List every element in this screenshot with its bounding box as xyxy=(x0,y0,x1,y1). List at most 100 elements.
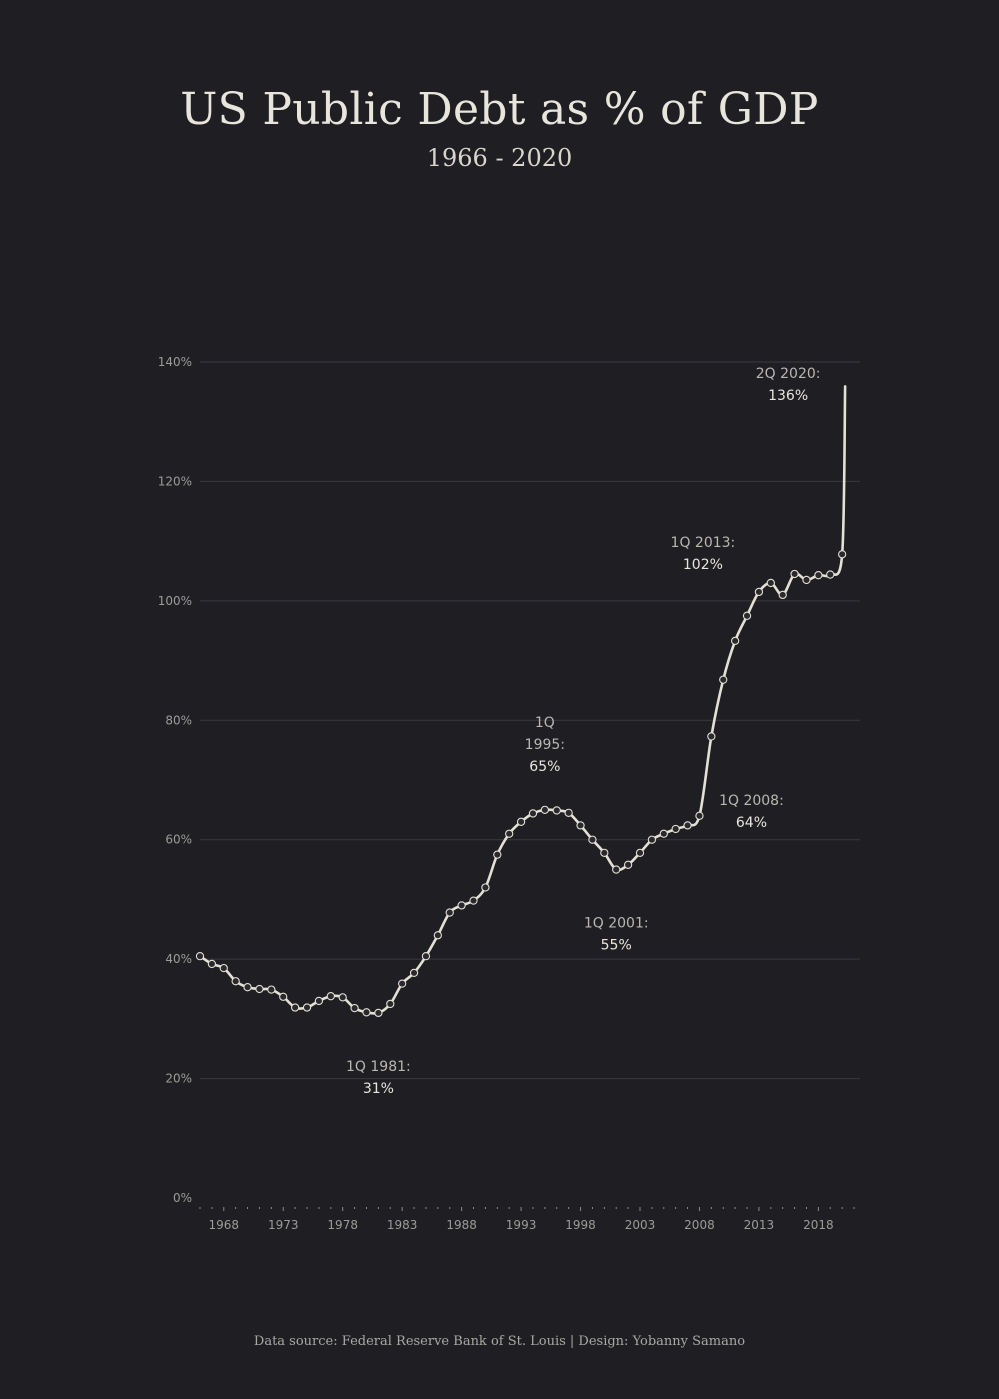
data-point xyxy=(505,829,514,838)
data-point xyxy=(838,550,847,559)
data-point xyxy=(802,575,811,585)
data-point xyxy=(635,848,645,858)
annotation-value: 65% xyxy=(529,759,560,775)
annotation-value: 31% xyxy=(363,1081,394,1097)
annotation-value: 136% xyxy=(768,388,808,404)
annotation-label: 1Q 2001: xyxy=(584,916,649,932)
series-line-group xyxy=(198,385,847,1015)
data-point xyxy=(719,675,728,684)
data-point xyxy=(338,993,347,1002)
data-point xyxy=(267,985,276,994)
annotation-value: 64% xyxy=(736,815,767,831)
data-point xyxy=(409,968,419,978)
x-tick-label: 1988 xyxy=(446,1218,477,1232)
x-tick-label: 2018 xyxy=(803,1218,834,1232)
annotation: 1Q 1995: 65% xyxy=(525,715,565,775)
data-point xyxy=(647,835,657,844)
data-point xyxy=(362,1008,371,1017)
series-line xyxy=(198,385,847,1015)
data-point xyxy=(457,901,466,910)
data-point xyxy=(612,865,621,874)
data-point xyxy=(469,896,478,905)
data-point xyxy=(421,952,431,961)
data-point xyxy=(195,952,205,961)
data-point xyxy=(528,809,538,818)
data-point xyxy=(695,811,704,820)
chart-subtitle: 1966 - 2020 xyxy=(426,144,573,172)
y-tick-label: 60% xyxy=(165,833,192,847)
data-point xyxy=(588,835,597,844)
data-point xyxy=(445,908,454,917)
annotation: 1Q 2001: 55% xyxy=(584,916,649,954)
x-tick-label: 1983 xyxy=(387,1218,418,1232)
data-point xyxy=(207,959,217,969)
y-tick-label: 40% xyxy=(165,952,192,966)
annotation-label: 1Q xyxy=(535,715,555,731)
x-tick-label: 1973 xyxy=(268,1218,299,1232)
data-point xyxy=(219,963,228,973)
data-point xyxy=(243,983,252,992)
data-point xyxy=(552,806,561,815)
data-point xyxy=(279,992,288,1001)
data-point xyxy=(386,999,395,1009)
x-tick-label: 2008 xyxy=(684,1218,715,1232)
data-point xyxy=(671,824,680,834)
y-tick-label: 0% xyxy=(173,1191,192,1205)
data-point xyxy=(576,821,585,830)
annotation-label: 1Q 2013: xyxy=(671,535,736,551)
x-tick-label: 1993 xyxy=(506,1218,537,1232)
annotation: 1Q 2008: 64% xyxy=(719,793,784,831)
annotation: 1Q 1981: 31% xyxy=(346,1059,411,1097)
y-tick-label: 120% xyxy=(158,474,192,488)
x-tick-label: 2003 xyxy=(625,1218,656,1232)
annotations: 1Q 1981: 31% 1Q 1995: 65% 1Q 2001: 55% 1Q 2008:… xyxy=(346,366,820,1097)
data-point xyxy=(231,977,240,986)
x-tick-label: 2013 xyxy=(744,1218,775,1232)
data-point xyxy=(314,996,324,1006)
data-point xyxy=(564,808,573,817)
annotation: 1Q 2013: 102% xyxy=(671,535,736,573)
data-point xyxy=(683,821,692,830)
gridlines xyxy=(200,361,860,1080)
annotation-label: 1Q 2008: xyxy=(719,793,784,809)
data-point xyxy=(493,850,502,859)
data-point xyxy=(516,817,526,826)
data-point xyxy=(302,1003,312,1012)
data-point xyxy=(255,984,264,994)
data-point xyxy=(540,805,550,815)
data-point xyxy=(623,860,633,869)
data-point xyxy=(374,1008,383,1018)
annotation-value: 55% xyxy=(601,938,632,954)
annotation-label: 1Q 1981: xyxy=(346,1059,411,1075)
data-point xyxy=(730,636,740,646)
data-point xyxy=(826,570,835,579)
x-tick-label: 1998 xyxy=(565,1218,596,1232)
series-markers xyxy=(195,550,847,1018)
data-point xyxy=(659,829,668,838)
data-point xyxy=(398,979,407,988)
y-tick-label: 140% xyxy=(158,355,192,369)
data-point xyxy=(707,732,716,741)
chart-title: US Public Debt as % of GDP xyxy=(180,84,819,135)
annotation-label: 1995: xyxy=(525,737,565,753)
y-tick-label: 100% xyxy=(158,594,192,608)
data-point xyxy=(290,1003,300,1012)
data-point xyxy=(754,587,764,597)
data-point xyxy=(766,578,775,588)
data-point xyxy=(778,590,787,600)
y-tick-label: 20% xyxy=(165,1072,192,1086)
data-source-credit: Data source: Federal Reserve Bank of St.… xyxy=(253,1334,746,1349)
data-point xyxy=(814,571,823,580)
data-point xyxy=(790,569,799,579)
x-axis: 1968 1973 1978 1983 1988 1993 1998 2003 2008 2013… xyxy=(199,1207,855,1232)
x-tick-label: 1978 xyxy=(327,1218,358,1232)
annotation: 2Q 2020: 136% xyxy=(756,366,821,404)
data-point xyxy=(350,1003,359,1013)
annotation-value: 102% xyxy=(683,557,723,573)
data-point xyxy=(481,883,490,892)
data-point xyxy=(326,992,335,1001)
annotation-label: 2Q 2020: xyxy=(756,366,821,382)
data-point xyxy=(433,931,442,940)
